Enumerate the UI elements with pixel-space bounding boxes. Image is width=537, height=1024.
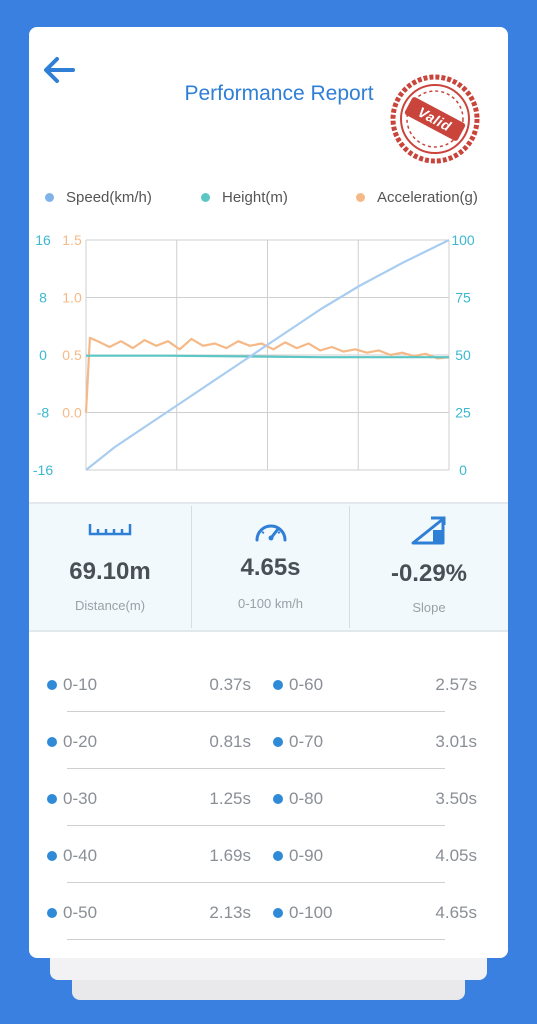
speed-tick-label: 0 [459, 462, 467, 478]
bullet-dot [273, 737, 283, 747]
bullet-dot [47, 908, 57, 918]
ruler-icon [88, 524, 132, 536]
split-range: 0-60 [273, 675, 323, 695]
legend-label: Speed(km/h) [66, 189, 152, 206]
height-tick-label: 0 [39, 347, 47, 363]
divider [349, 506, 350, 628]
split-range: 0-90 [273, 846, 323, 866]
stamp-seal-icon [390, 74, 480, 164]
split-range: 0-80 [273, 789, 323, 809]
split-row: 0-40 1.69s 0-90 4.05s [29, 838, 508, 895]
stat-label: Slope [412, 600, 446, 615]
stat-value: 4.65s [240, 554, 301, 581]
row-divider [67, 882, 445, 883]
legend-dot [45, 193, 54, 202]
acceleration-series-line [84, 336, 450, 413]
row-divider [67, 711, 445, 712]
acceleration-tick-label: 0.5 [62, 347, 82, 363]
split-time: 3.50s [435, 789, 477, 808]
split-time: 4.65s [435, 903, 477, 922]
stat-value: -0.29% [390, 560, 468, 587]
bullet-dot [47, 794, 57, 804]
legend-item-height: Height(m) [201, 189, 288, 206]
row-divider [67, 825, 445, 826]
stats-panel: 69.10m Distance(m) 4.65s 0-100 km/h -0.2… [29, 502, 508, 632]
split-time: 4.05s [435, 846, 477, 865]
arrow-left-icon [44, 57, 75, 83]
split-range: 0-20 [47, 732, 97, 752]
divider [191, 506, 192, 628]
slope-icon [411, 516, 446, 545]
speed-tick-label: 75 [455, 290, 471, 306]
stat-distance: 69.10m Distance(m) [29, 504, 191, 630]
bullet-dot [273, 908, 283, 918]
split-range: 0-50 [47, 903, 97, 923]
legend-dot [356, 193, 365, 202]
report-card: Performance Report Valid Speed(km/h) Hei… [29, 27, 508, 958]
height-tick-label: 16 [35, 232, 51, 248]
valid-stamp: Valid [387, 71, 483, 167]
stamp-label: Valid [415, 103, 455, 135]
split-time: 0.81s [209, 732, 251, 751]
row-divider [67, 768, 445, 769]
bullet-dot [47, 737, 57, 747]
speedometer-icon [255, 524, 286, 542]
split-range: 0-30 [47, 789, 97, 809]
stat-value: 69.10m [69, 558, 151, 585]
height-series-line [86, 354, 449, 359]
stat-acceleration-time: 4.65s 0-100 km/h [192, 504, 349, 630]
legend-item-acceleration: Acceleration(g) [356, 189, 478, 206]
speed-series-line [85, 239, 450, 471]
bullet-dot [273, 680, 283, 690]
height-tick-label: 8 [39, 290, 47, 306]
split-time: 2.57s [435, 675, 477, 694]
acceleration-tick-label: 1.5 [62, 232, 82, 248]
bullet-dot [273, 851, 283, 861]
back-button[interactable] [39, 51, 81, 91]
acceleration-tick-label: 0.0 [62, 405, 82, 421]
speed-tick-label: 100 [451, 232, 475, 248]
split-time: 3.01s [435, 732, 477, 751]
split-row: 0-10 0.37s 0-60 2.57s [29, 667, 508, 724]
chart-legend: Speed(km/h) Height(m) Acceleration(g) [29, 189, 508, 209]
split-row: 0-30 1.25s 0-80 3.50s [29, 781, 508, 838]
split-time: 1.69s [209, 846, 251, 865]
legend-dot [201, 193, 210, 202]
split-range: 0-100 [273, 903, 332, 923]
performance-chart: 16 8 0 -8 -16 1.5 1.0 0.5 0.0 100 75 50 25 0 [33, 232, 475, 478]
split-time: 2.13s [209, 903, 251, 922]
height-tick-label: -8 [37, 405, 50, 421]
acceleration-tick-label: 1.0 [62, 290, 82, 306]
split-range: 0-70 [273, 732, 323, 752]
split-row: 0-20 0.81s 0-70 3.01s [29, 724, 508, 781]
speed-tick-label: 50 [455, 347, 471, 363]
split-time: 1.25s [209, 789, 251, 808]
legend-label: Acceleration(g) [377, 189, 478, 206]
bullet-dot [47, 851, 57, 861]
legend-label: Height(m) [222, 189, 288, 206]
stat-label: Distance(m) [74, 598, 146, 613]
split-row: 0-50 2.13s 0-100 4.65s [29, 895, 508, 952]
split-range: 0-10 [47, 675, 97, 695]
bullet-dot [273, 794, 283, 804]
stat-slope: -0.29% Slope [350, 504, 508, 630]
height-tick-label: -16 [33, 462, 53, 478]
speed-tick-label: 25 [455, 405, 471, 421]
split-range: 0-40 [47, 846, 97, 866]
split-time: 0.37s [209, 675, 251, 694]
bullet-dot [47, 680, 57, 690]
legend-item-speed: Speed(km/h) [45, 189, 152, 206]
stat-label: 0-100 km/h [237, 596, 304, 611]
row-divider [67, 939, 445, 940]
page-title: Performance Report [184, 82, 374, 105]
